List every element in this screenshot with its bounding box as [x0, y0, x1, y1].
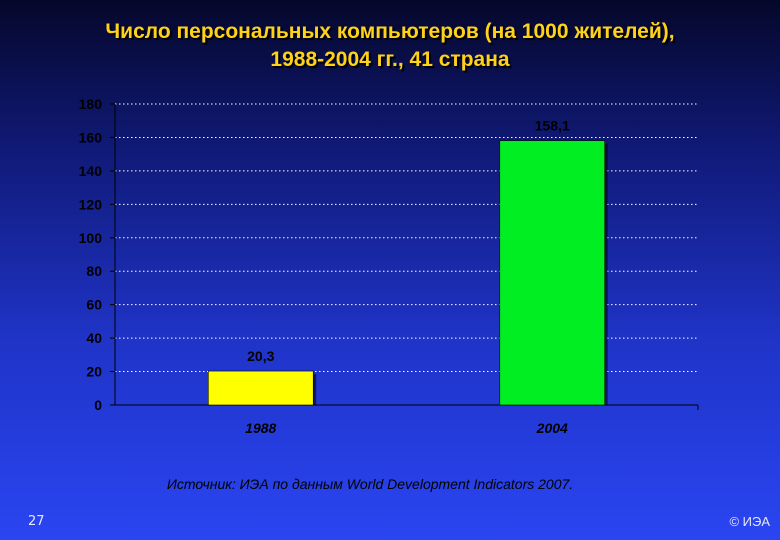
x-tick-label-2004: 2004 [536, 420, 568, 436]
bars [207, 140, 608, 406]
chart-title-line-2: 1988-2004 гг., 41 страна [270, 48, 510, 71]
y-tick-label: 180 [79, 96, 103, 112]
y-tick-label: 0 [94, 397, 102, 413]
page-number: 27 [28, 514, 45, 529]
y-tick-label: 80 [86, 263, 102, 279]
y-tick-label: 140 [79, 163, 103, 179]
y-tick-labels: 0 20 40 60 80 100 120 140 160 180 [79, 96, 103, 413]
y-tick-label: 60 [86, 297, 102, 313]
data-label-1988: 20,3 [247, 348, 274, 364]
source-note: Источник: ИЭА по данным World Developmen… [166, 476, 574, 492]
x-tick-label-1988: 1988 [245, 420, 276, 436]
data-labels: 20,3 158,1 [247, 118, 570, 364]
axes [110, 103, 699, 410]
chart-title: Число персональных компьютеров (на 1000 … [0, 18, 780, 74]
data-label-2004: 158,1 [535, 118, 570, 134]
y-tick-label: 100 [79, 230, 103, 246]
y-tick-label: 120 [79, 196, 103, 212]
y-tick-label: 160 [79, 129, 103, 145]
y-tick-label: 40 [86, 330, 102, 346]
chart-title-line-1: Число персональных компьютеров (на 1000 … [105, 20, 675, 43]
bar-2004 [499, 140, 606, 406]
bar-1988 [207, 370, 314, 406]
x-tick-labels: 1988 2004 [245, 420, 568, 436]
grid-lines [115, 103, 698, 373]
y-tick-label: 20 [86, 364, 102, 380]
copyright: © ИЭА [729, 514, 770, 529]
